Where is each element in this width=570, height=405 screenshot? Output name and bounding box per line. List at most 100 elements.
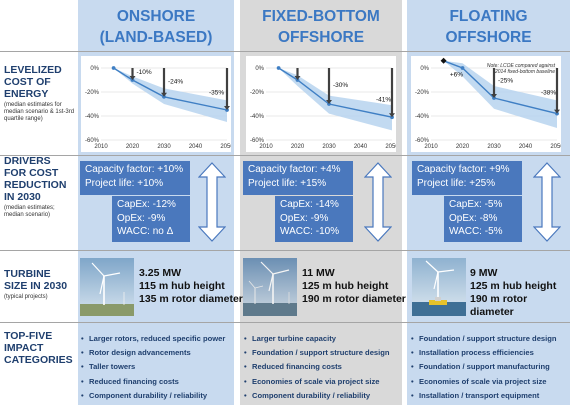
x-tick-label: 2010 [259,144,273,150]
row-separator [0,51,570,52]
reduction-label: -30% [333,82,348,89]
reduction-label: -41% [376,97,391,104]
y-tick-label: -40% [415,114,430,120]
floating-performance-drivers: Capacity factor: +9% Project life: +25% [412,161,522,195]
list-item: Installation process efficiencies [410,346,570,360]
onshore-heading-line2: (LAND-BASED) [99,29,213,46]
wacc-value: WACC: -5% [449,226,503,237]
y-tick-label: 0% [420,66,429,72]
y-tick-label: 0% [255,66,264,72]
fixed-bottom-performance-drivers: Capacity factor: +4% Project life: +15% [243,161,353,195]
fixed-bottom-cost-drivers: CapEx: -14% OpEx: -9% WACC: -10% [275,196,353,242]
onshore-impact-list: Larger rotors, reduced specific power Ro… [80,332,236,403]
turbine-capacity: 9 MW [470,267,498,279]
list-item: Foundation / support structure design [243,346,403,360]
x-tick-label: 2040 [519,144,533,150]
increase-label: +6% [450,71,463,78]
quartile-band [113,68,227,122]
x-tick-label: 2050 [385,144,396,150]
reduction-label: -24% [168,79,183,86]
quartile-band [278,68,392,131]
onshore-heading: ONSHORE (LAND-BASED) [78,6,234,48]
opex-value: OpEx: -9% [117,212,166,224]
row-label-drivers-title: DRIVERS FOR COST REDUCTION IN 2030 [4,155,67,203]
onshore-performance-drivers: Capacity factor: +10% Project life: +10% [80,161,190,195]
baseline-diamond-point [440,57,447,64]
list-item: Taller towers [80,360,236,374]
list-item: Rotor design advancements [80,346,236,360]
x-tick-label: 2020 [456,144,470,150]
median-line [113,67,228,111]
opex-value: OpEx: -9% [280,212,329,224]
row-label-impacts: TOP-FIVE IMPACT CATEGORIES [4,330,73,366]
reduction-arrow-head [224,106,230,110]
reduction-label: -10% [137,69,152,76]
reduction-label: -38% [541,89,556,96]
x-tick-label: 2010 [94,144,108,150]
floating-lcoe-chart-svg: 0% -20% -40% -60%2010 2020 2030 2040 2050 +6% -25… [415,57,561,150]
reduction-label: -35% [209,89,224,96]
row-separator [0,155,570,156]
turbine-rotor-diameter: 190 m rotor diameter [302,293,406,305]
project-life-value: Project life: +25% [417,178,496,189]
double-arrow-icon [198,162,226,242]
turbine-rotor-diameter: 190 m rotor diameter [470,293,528,318]
x-tick-label: 2050 [220,144,231,150]
turbine-hub-height: 115 m hub height [139,280,225,292]
row-label-lcoe: LEVELIZED COST OF ENERGY (median estimat… [4,64,76,123]
x-tick-label: 2040 [354,144,368,150]
wacc-value: WACC: no Δ [117,226,174,237]
onshore-lcoe-chart-svg: 0% -20% -40% -60%2010 2020 2030 2040 2050 -10% -2… [85,66,231,150]
capacity-factor-value: Capacity factor: +9% [417,164,510,175]
reduction-arrow-head [129,76,136,80]
floating-cost-drivers: CapEx: -5% OpEx: -8% WACC: -5% [444,196,522,242]
list-item: Larger rotors, reduced specific power [80,332,236,346]
median-line [278,67,393,118]
onshore-heading-line1: ONSHORE [116,8,196,25]
row-label-impacts-title: TOP-FIVE IMPACT CATEGORIES [4,330,73,366]
list-item: Foundation / support structure design [410,332,570,346]
fixed-bottom-heading: FIXED-BOTTOM OFFSHORE [240,6,402,48]
y-tick-label: -20% [85,90,100,96]
floating-turbine-specs: 9 MW 125 m hub height 190 m rotor diamet… [470,267,570,319]
floating-heading-line2: OFFSHORE [445,29,532,46]
list-item: Foundation / support manufacturing [410,360,570,374]
fixed-bottom-lcoe-chart-svg: 0% -20% -40% -60%2010 2020 2030 2040 2050 -30% -4… [250,66,396,150]
onshore-cost-drivers: CapEx: -12% OpEx: -9% WACC: no Δ [112,196,190,242]
fixed-bottom-heading-line1: FIXED-BOTTOM [262,8,380,25]
list-item: Installation / transport equipment [410,389,570,403]
list-item: Economies of scale via project size [410,375,570,389]
project-life-value: Project life: +10% [85,178,164,189]
row-label-turbine-sub: (typical projects) [4,294,48,300]
x-tick-label: 2020 [126,144,140,150]
y-tick-label: -60% [85,138,100,144]
baseline-note-line1: Note: LCOE compared against [487,63,556,69]
floating-turbine-photo-icon [412,258,466,316]
median-point [111,66,116,70]
fixed-bottom-turbine-specs: 11 MW 125 m hub height 190 m rotor diame… [302,267,406,306]
fixed-bottom-turbine-photo-icon [243,258,297,316]
reduction-arrow-head [326,100,332,104]
turbine-capacity: 11 MW [302,267,335,279]
floating-heading: FLOATING OFFSHORE [407,6,570,48]
x-tick-label: 2040 [189,144,203,150]
floating-impact-list: Foundation / support structure design In… [410,332,570,403]
y-tick-label: -40% [85,114,100,120]
list-item: Larger turbine capacity [243,332,403,346]
onshore-lcoe-chart: 0% -20% -40% -60%2010 2020 2030 2040 2050 -10% -2… [81,56,231,152]
median-point [390,115,394,120]
capex-value: CapEx: -5% [449,199,503,210]
turbine-capacity: 3.25 MW [139,267,182,279]
onshore-turbine-specs: 3.25 MW 115 m hub height 135 m rotor dia… [139,267,243,306]
onshore-turbine-photo-icon [80,258,134,316]
x-tick-label: 2010 [424,144,438,150]
reduction-arrow-head [294,76,301,80]
x-tick-label: 2020 [291,144,305,150]
baseline-note-line2: 2014 fixed-bottom baseline [494,69,555,75]
median-point [276,66,281,70]
capacity-factor-value: Capacity factor: +10% [85,164,184,175]
x-tick-label: 2030 [322,144,336,150]
capex-value: CapEx: -14% [280,199,339,210]
double-arrow-icon [533,162,561,242]
project-life-value: Project life: +15% [248,178,327,189]
